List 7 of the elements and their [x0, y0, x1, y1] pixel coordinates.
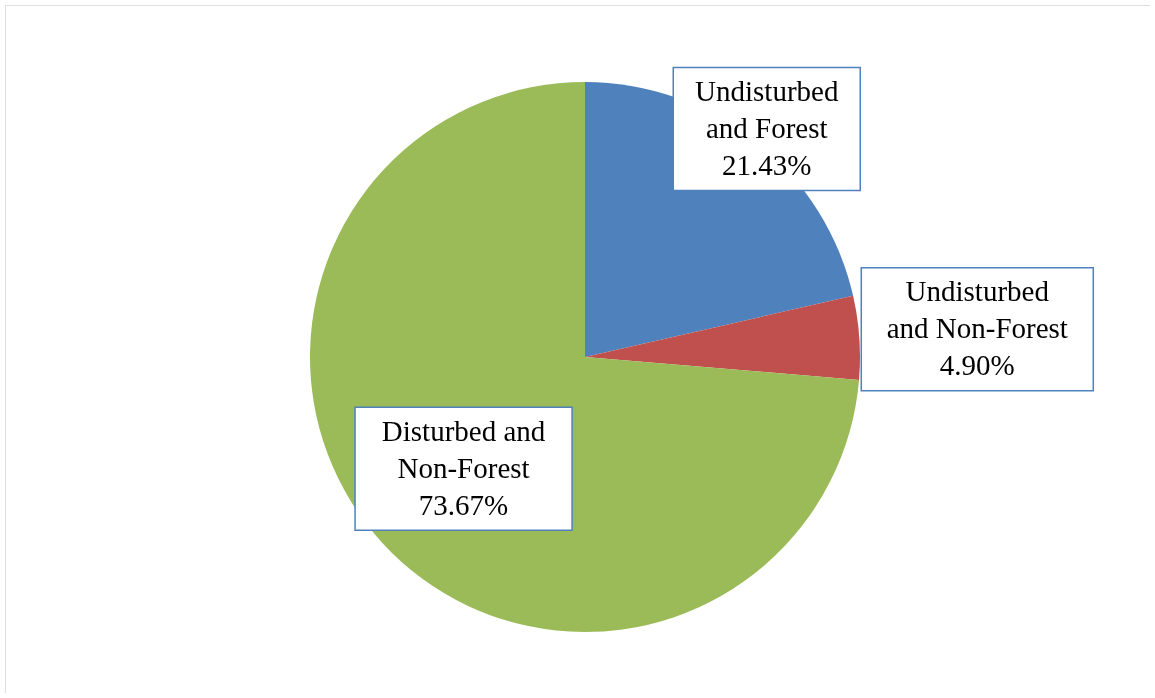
- slice-label: Undisturbed and Non-Forest: [886, 275, 1068, 345]
- data-label: 21.43%: [722, 149, 812, 182]
- data-label: 4.90%: [939, 349, 1015, 382]
- pie-slice: [585, 295, 860, 380]
- slice-label: Undisturbed and Forest: [695, 75, 839, 145]
- slice-label: Disturbed and Non-Forest: [381, 414, 546, 484]
- data-label: 73.67%: [418, 488, 509, 521]
